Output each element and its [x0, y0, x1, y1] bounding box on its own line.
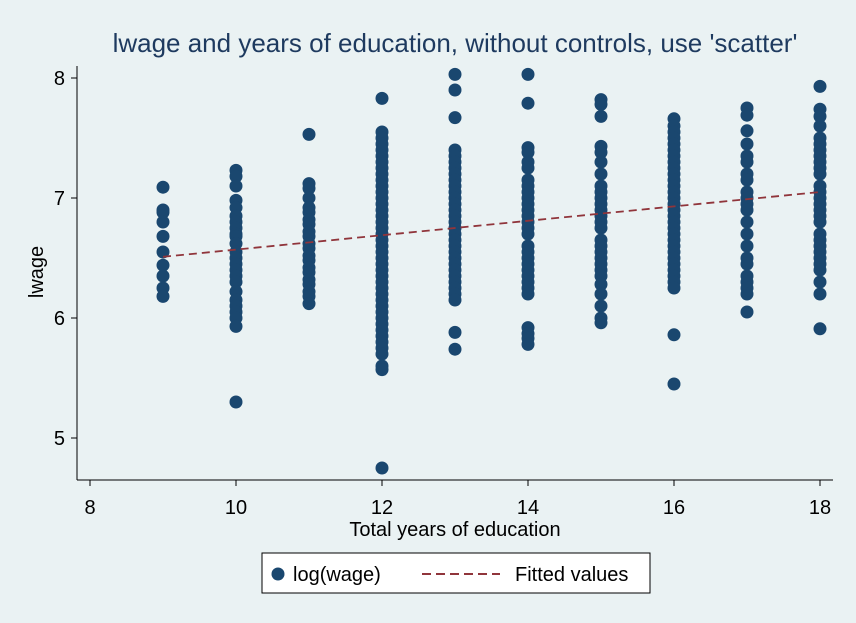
- data-point: [667, 328, 681, 342]
- data-point: [521, 287, 535, 301]
- y-tick-label: 8: [54, 68, 65, 90]
- data-point: [594, 145, 608, 159]
- data-point: [156, 289, 170, 303]
- data-point: [521, 337, 535, 351]
- y-tick-label: 7: [54, 188, 65, 210]
- data-point: [448, 111, 462, 125]
- fitted-line: [162, 191, 821, 258]
- data-point: [521, 67, 535, 81]
- data-point: [740, 227, 754, 241]
- data-point: [740, 257, 754, 271]
- data-point: [448, 83, 462, 97]
- data-point: [813, 263, 827, 277]
- data-point: [594, 97, 608, 111]
- data-point: [594, 316, 608, 330]
- data-point: [156, 215, 170, 229]
- data-point: [740, 137, 754, 151]
- data-point: [521, 96, 535, 110]
- data-point: [521, 227, 535, 241]
- data-point: [156, 269, 170, 283]
- data-point: [448, 325, 462, 339]
- data-point: [156, 258, 170, 272]
- data-point: [594, 155, 608, 169]
- data-point: [813, 119, 827, 133]
- data-point: [813, 79, 827, 93]
- data-point: [521, 145, 535, 159]
- data-point: [740, 108, 754, 122]
- data-point: [229, 395, 243, 409]
- data-point: [813, 215, 827, 229]
- data-point: [667, 377, 681, 391]
- data-point: [740, 215, 754, 229]
- legend-marker-icon: [271, 567, 285, 581]
- x-axis-label: Total years of education: [349, 519, 560, 541]
- data-point: [594, 109, 608, 123]
- data-point: [813, 167, 827, 181]
- data-point: [448, 67, 462, 81]
- data-point: [813, 275, 827, 289]
- data-point: [229, 319, 243, 333]
- data-point: [813, 322, 827, 336]
- fitted-line-layer: [162, 191, 821, 258]
- data-point: [740, 124, 754, 138]
- x-tick-label: 10: [225, 497, 247, 519]
- data-point: [302, 181, 316, 195]
- y-axis-label: lwage: [26, 246, 48, 298]
- data-point: [740, 155, 754, 169]
- data-point: [740, 203, 754, 217]
- data-point: [740, 173, 754, 187]
- data-point: [375, 363, 389, 377]
- data-point: [156, 205, 170, 219]
- chart-title: lwage and years of education, without co…: [113, 28, 798, 58]
- y-axis: 5 6 7 8: [54, 66, 78, 480]
- data-point: [594, 287, 608, 301]
- data-point: [156, 229, 170, 243]
- data-point: [594, 167, 608, 181]
- x-tick-label: 8: [84, 497, 95, 519]
- data-point: [740, 239, 754, 253]
- data-point: [229, 179, 243, 193]
- data-point: [813, 109, 827, 123]
- legend-box: [261, 552, 651, 594]
- x-tick-label: 18: [809, 497, 831, 519]
- x-tick-label: 12: [371, 497, 393, 519]
- data-point: [521, 161, 535, 175]
- data-point: [448, 293, 462, 307]
- x-tick-label: 16: [663, 497, 685, 519]
- data-point: [302, 127, 316, 141]
- data-point: [594, 299, 608, 313]
- x-axis: 8 10 12 14 16 18: [77, 479, 833, 519]
- data-point: [740, 305, 754, 319]
- data-point: [156, 180, 170, 194]
- data-point: [156, 245, 170, 259]
- legend: log(wage) Fitted values: [261, 552, 651, 594]
- data-point: [594, 277, 608, 291]
- data-point: [229, 275, 243, 289]
- data-point: [302, 191, 316, 205]
- data-point: [667, 281, 681, 295]
- data-point: [594, 221, 608, 235]
- legend-label-fitted: Fitted values: [515, 564, 628, 586]
- data-point: [375, 91, 389, 105]
- data-point: [302, 297, 316, 311]
- data-point: [229, 169, 243, 183]
- data-point: [448, 342, 462, 356]
- data-point: [740, 287, 754, 301]
- y-tick-label: 6: [54, 308, 65, 330]
- legend-label-lwage: log(wage): [293, 564, 381, 586]
- x-tick-label: 14: [517, 497, 539, 519]
- data-point: [375, 347, 389, 361]
- y-tick-label: 5: [54, 428, 65, 450]
- data-point: [375, 461, 389, 475]
- data-point: [813, 287, 827, 301]
- scatter-points: [156, 67, 827, 475]
